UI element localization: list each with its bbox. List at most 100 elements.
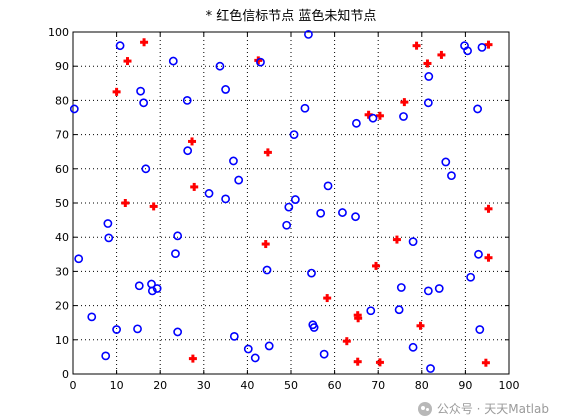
unknown-point xyxy=(250,353,260,363)
unknown-point xyxy=(289,130,299,139)
unknown-point xyxy=(168,56,178,66)
unknown-point xyxy=(423,286,433,296)
unknown-point xyxy=(152,284,162,293)
plot-area xyxy=(73,32,509,374)
unknown-point xyxy=(463,46,472,56)
wechat-icon xyxy=(417,401,432,416)
y-tick-label: 20 xyxy=(55,300,69,313)
unknown-point xyxy=(284,202,294,212)
unknown-point xyxy=(215,61,225,71)
beacon-point xyxy=(354,314,363,323)
unknown-point xyxy=(112,325,121,334)
unknown-point xyxy=(183,146,193,156)
unknown-point xyxy=(396,283,406,292)
beacon-point xyxy=(400,98,409,107)
unknown-point xyxy=(423,98,433,108)
unknown-point xyxy=(101,351,111,361)
y-tick-label: 0 xyxy=(62,368,69,381)
unknown-point xyxy=(474,249,483,259)
y-tick-label: 70 xyxy=(55,129,69,142)
unknown-point xyxy=(74,254,84,264)
beacon-point xyxy=(392,235,401,244)
beacon-point xyxy=(121,199,130,207)
unknown-point xyxy=(69,104,79,114)
beacon-point xyxy=(353,357,362,366)
unknown-point xyxy=(282,220,292,230)
beacon-point xyxy=(261,240,270,249)
unknown-point xyxy=(87,312,97,322)
unknown-point xyxy=(323,181,333,191)
unknown-point xyxy=(338,208,347,217)
beacon-point xyxy=(254,56,263,65)
unknown-point xyxy=(171,249,180,259)
unknown-point xyxy=(316,208,326,218)
unknown-point xyxy=(309,323,319,332)
x-tick-label: 20 xyxy=(153,379,167,392)
unknown-point xyxy=(104,233,114,243)
unknown-point xyxy=(368,113,378,123)
chart-title: * 红色信标节点 蓝色未知节点 xyxy=(206,8,377,24)
beacon-point xyxy=(263,148,272,157)
unknown-point xyxy=(447,171,456,181)
beacon-point xyxy=(123,57,132,66)
y-tick-label: 10 xyxy=(55,334,69,347)
unknown-point xyxy=(307,268,316,278)
unknown-point xyxy=(234,175,244,185)
y-tick-label: 60 xyxy=(55,163,69,176)
unknown-point xyxy=(319,349,329,359)
unknown-point xyxy=(351,118,361,128)
beacon-point xyxy=(484,40,493,49)
beacon-point xyxy=(412,41,421,50)
beacon-point xyxy=(423,59,432,68)
y-tick-label: 50 xyxy=(55,197,69,210)
unknown-point xyxy=(173,327,183,337)
beacon-point xyxy=(484,204,493,213)
x-tick-label: 40 xyxy=(240,379,254,392)
unknown-point xyxy=(229,331,239,341)
x-tick-label: 100 xyxy=(499,379,520,392)
unknown-point xyxy=(434,284,444,293)
unknown-point xyxy=(394,305,404,315)
beacon-point xyxy=(375,358,384,367)
unknown-point xyxy=(366,306,376,316)
grid xyxy=(73,32,509,374)
unknown-point xyxy=(264,341,274,351)
unknown-point xyxy=(256,57,265,67)
unknown-point xyxy=(475,325,485,334)
beacon-point xyxy=(190,182,199,191)
unknown-point xyxy=(221,85,230,94)
watermark: 公众号 · 天天Matlab xyxy=(417,400,549,417)
unknown-point xyxy=(262,265,272,275)
unknown-point xyxy=(351,212,360,222)
x-tick-label: 60 xyxy=(328,379,342,392)
beacon-point xyxy=(416,321,425,330)
x-tick-label: 10 xyxy=(110,379,124,392)
x-tick-label: 90 xyxy=(458,379,472,392)
unknown-point xyxy=(426,364,435,373)
beacon-point xyxy=(323,294,332,303)
unknown-point xyxy=(477,42,487,52)
unknown-point xyxy=(229,156,238,166)
x-tick-label: 70 xyxy=(371,379,385,392)
unknown-point xyxy=(243,344,253,354)
x-tick-label: 80 xyxy=(415,379,429,392)
unknown-point xyxy=(182,96,192,105)
beacon-point xyxy=(437,50,446,59)
unknown-point xyxy=(408,342,418,352)
y-tick-label: 40 xyxy=(55,231,69,244)
unknown-point xyxy=(141,164,151,174)
unknown-point xyxy=(139,98,149,108)
x-tick-label: 50 xyxy=(284,379,298,392)
unknown-point xyxy=(134,281,144,291)
beacon-point xyxy=(481,358,490,367)
x-tick-label: 0 xyxy=(70,379,77,392)
unknown-point xyxy=(204,189,214,198)
unknown-point xyxy=(473,104,483,114)
unknown-point xyxy=(136,86,145,96)
watermark-text: 公众号 · 天天Matlab xyxy=(436,402,549,416)
unknown-point xyxy=(408,237,418,247)
axes: 0 10 20 30 40 50 60 70 80 90 100 0 10 20 30 40 50 60 70 80 9… xyxy=(48,26,520,392)
y-tick-label: 30 xyxy=(55,265,69,278)
unknown-point xyxy=(399,112,408,121)
